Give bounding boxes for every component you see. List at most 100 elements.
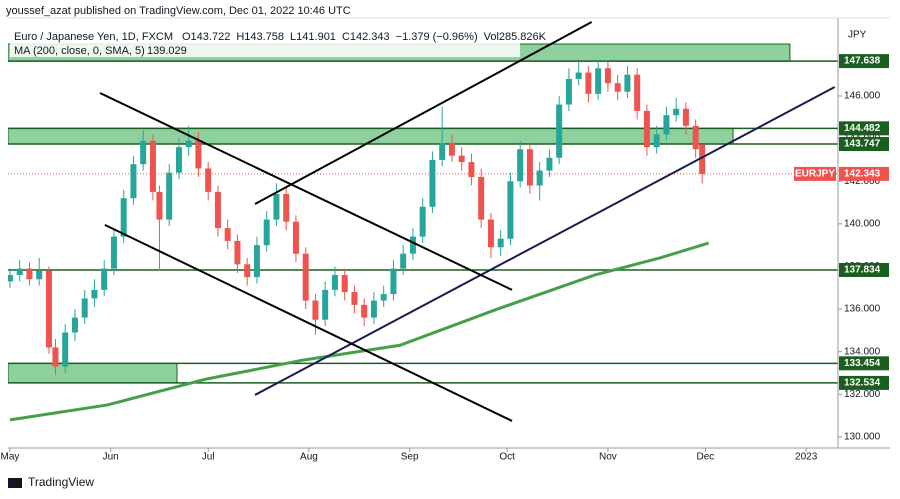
candle-body [380, 294, 387, 301]
legend-item: −1.379 (−0.96%) [396, 31, 478, 43]
last-price-bg [839, 166, 889, 181]
y-tick-label: 130.000 [844, 432, 881, 443]
candle-body [439, 142, 446, 160]
candle-body [361, 304, 368, 318]
legend-item: L141.901 [290, 31, 336, 43]
level-label: 144.482 [844, 123, 881, 134]
candle-body [273, 194, 280, 220]
candle-body [585, 72, 592, 94]
level-label: 132.534 [844, 378, 881, 389]
level-label: 133.454 [844, 358, 881, 369]
candle-body [8, 274, 13, 282]
ma-value: 139.029 [147, 45, 187, 57]
candle-body [91, 289, 98, 299]
level-label-bg [839, 375, 889, 390]
candle-body [36, 270, 43, 280]
candle-body [341, 274, 348, 293]
level-label: 147.638 [844, 56, 881, 67]
candle-body [351, 292, 358, 305]
candle-body [156, 191, 163, 220]
zone [8, 362, 178, 384]
last-price-label: 142.343 [844, 169, 881, 180]
candle-body [595, 68, 602, 94]
symbol-tag: EURJPY [795, 169, 835, 180]
level-label-bg [839, 136, 889, 151]
candle-body [517, 149, 524, 182]
candle-body [185, 140, 192, 148]
brand: TradingView [28, 475, 94, 489]
candle-body [16, 268, 23, 275]
trendline [104, 224, 513, 422]
level-label: 137.834 [844, 265, 881, 276]
candle-body [604, 68, 611, 84]
candle-body [575, 72, 582, 79]
candle-body [45, 270, 52, 348]
x-tick-label: Nov [599, 452, 617, 463]
legend-item: Vol285.826K [484, 31, 547, 43]
candle-body [497, 238, 504, 248]
candle-body [429, 159, 436, 207]
candle-body [130, 164, 137, 199]
x-tick-label: Dec [697, 452, 715, 463]
candle-body [390, 268, 397, 295]
legend-item: H143.758 [236, 31, 284, 43]
x-tick-label: Oct [499, 452, 515, 463]
x-tick-label: Aug [300, 452, 318, 463]
level-label-bg [839, 262, 889, 277]
logo-mark [8, 478, 22, 488]
y-tick-label: 142.000 [844, 176, 881, 187]
currency: JPY [848, 30, 867, 41]
candle-body [101, 268, 108, 290]
candle-body [663, 115, 670, 135]
candle-body [536, 170, 543, 186]
y-tick-label: 134.000 [844, 346, 881, 357]
candle-body [699, 144, 706, 174]
candle-body [478, 176, 485, 220]
candle-body [224, 228, 231, 241]
candle-body [214, 191, 221, 229]
ma-line [9, 241, 710, 422]
y-tick-label: 140.000 [844, 218, 881, 229]
logo: TradingView [8, 475, 94, 489]
candle-body [81, 298, 88, 318]
y-tick-label: 136.000 [844, 304, 881, 315]
candle-body [448, 142, 455, 156]
candle-body [331, 274, 338, 290]
candle-body [653, 134, 660, 148]
candle-body [292, 221, 299, 254]
legend-bg [10, 29, 520, 57]
x-tick-label: Sep [401, 452, 419, 463]
x-tick-label: May [0, 452, 19, 463]
level-label-bg [839, 356, 889, 371]
candle-body [487, 219, 494, 248]
candle-body [263, 219, 270, 246]
candle-body [244, 264, 251, 278]
candle-body [624, 74, 631, 92]
candle-body [312, 300, 319, 320]
candle-body [120, 198, 127, 237]
candle-body [166, 172, 173, 220]
level-label-bg [839, 121, 889, 136]
candle-body [234, 240, 241, 265]
candle-body [507, 181, 514, 239]
candle-body [614, 83, 621, 92]
candle-body [149, 140, 156, 192]
candle-body [26, 268, 33, 280]
candle-body [546, 157, 553, 171]
candle-body [370, 300, 377, 318]
x-tick-label: Jun [103, 452, 119, 463]
candle-body [468, 162, 475, 177]
trendline [254, 21, 593, 205]
candle-body [195, 140, 202, 169]
candle-body [409, 236, 416, 254]
candle-body [692, 125, 699, 150]
candle-body [643, 110, 650, 148]
candle-body [322, 289, 329, 320]
x-tick-label: Jul [202, 452, 215, 463]
level-label-bg [839, 54, 889, 69]
candle-body [565, 78, 572, 105]
candle-body [302, 253, 309, 301]
legend-item: O143.722 [182, 31, 230, 43]
